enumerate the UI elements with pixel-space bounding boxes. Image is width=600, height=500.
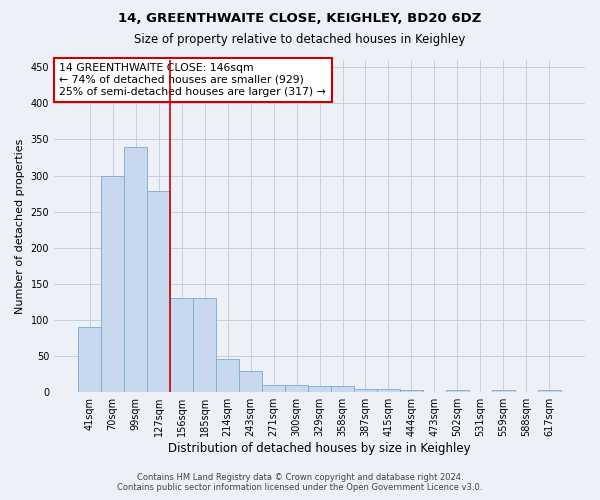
Text: 14 GREENTHWAITE CLOSE: 146sqm
← 74% of detached houses are smaller (929)
25% of : 14 GREENTHWAITE CLOSE: 146sqm ← 74% of d…	[59, 64, 326, 96]
Bar	[377, 388, 400, 392]
Bar	[285, 385, 308, 392]
Bar	[354, 388, 377, 392]
Text: Contains HM Land Registry data © Crown copyright and database right 2024.
Contai: Contains HM Land Registry data © Crown c…	[118, 473, 482, 492]
Bar	[262, 385, 285, 392]
Bar	[124, 146, 147, 392]
Bar	[446, 390, 469, 392]
Bar	[78, 327, 101, 392]
Bar	[308, 386, 331, 392]
X-axis label: Distribution of detached houses by size in Keighley: Distribution of detached houses by size …	[168, 442, 471, 455]
Text: Size of property relative to detached houses in Keighley: Size of property relative to detached ho…	[134, 32, 466, 46]
Bar	[492, 390, 515, 392]
Bar	[170, 298, 193, 392]
Bar	[216, 359, 239, 392]
Text: 14, GREENTHWAITE CLOSE, KEIGHLEY, BD20 6DZ: 14, GREENTHWAITE CLOSE, KEIGHLEY, BD20 6…	[118, 12, 482, 26]
Bar	[193, 298, 216, 392]
Bar	[538, 390, 561, 392]
Bar	[400, 390, 423, 392]
Bar	[331, 386, 354, 392]
Y-axis label: Number of detached properties: Number of detached properties	[15, 138, 25, 314]
Bar	[101, 176, 124, 392]
Bar	[147, 192, 170, 392]
Bar	[239, 370, 262, 392]
